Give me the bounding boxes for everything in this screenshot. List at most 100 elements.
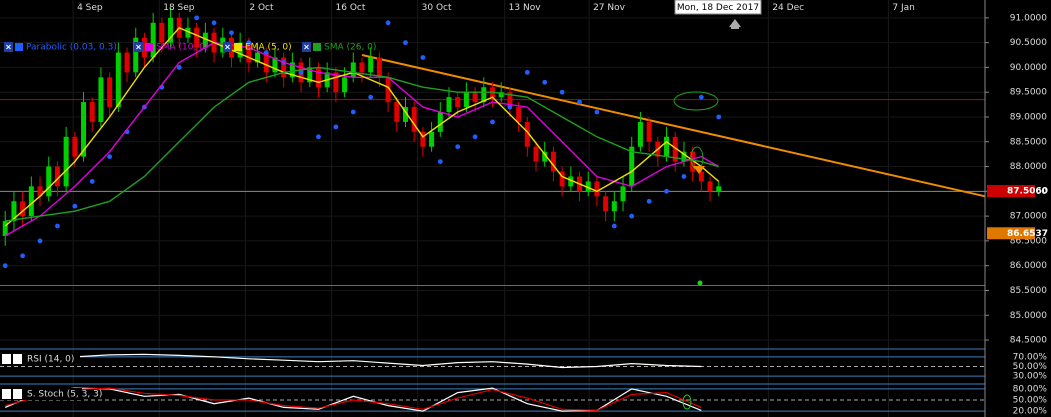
- indicator-tick-label: 30.00%: [1013, 372, 1048, 382]
- candle-body: [37, 186, 43, 197]
- trendline: [361, 54, 986, 198]
- parabolic-dot: [211, 20, 217, 26]
- candle-body: [629, 146, 635, 187]
- x-tick-label: 13 Nov: [509, 3, 542, 13]
- candle-body: [168, 17, 174, 43]
- candle-body: [411, 107, 417, 132]
- legend-close-x: ×: [303, 43, 310, 52]
- plot: [0, 7, 986, 412]
- legend-swatch: [145, 43, 153, 51]
- candle-body: [568, 176, 574, 187]
- parabolic-dot: [385, 20, 391, 26]
- parabolic-dot: [611, 223, 617, 229]
- price-label-box: [987, 185, 1035, 198]
- candle-body: [420, 131, 426, 147]
- parabolic-dot: [472, 134, 478, 140]
- y-tick-label: 84.5000: [1010, 336, 1047, 346]
- indicator-line: [4, 26, 720, 227]
- legend-label[interactable]: EMA (5, 0): [245, 43, 292, 53]
- parabolic-dot: [229, 30, 234, 36]
- candle-body: [107, 77, 113, 108]
- candle-body: [185, 27, 191, 38]
- price-label: 86.6537: [1007, 229, 1048, 239]
- legend-close-icon[interactable]: [223, 42, 232, 52]
- legend-label[interactable]: Parabolic (0.03, 0.3): [26, 43, 117, 53]
- legend-label[interactable]: SMA (10, 0): [156, 43, 208, 53]
- annotation-ellipse: [673, 91, 719, 111]
- candle-body: [455, 97, 461, 108]
- candle-body: [89, 102, 95, 122]
- indicator-tick-label: 80.00%: [1013, 384, 1048, 394]
- candle-body: [620, 186, 626, 202]
- parabolic-dot: [716, 114, 722, 120]
- parabolic-dot: [455, 144, 461, 150]
- candle-body: [281, 57, 287, 78]
- legend-close-icon[interactable]: [4, 42, 13, 52]
- legend-close-icon[interactable]: [2, 354, 11, 364]
- parabolic-dot: [89, 179, 95, 184]
- indicator-tick-label: 50.00%: [1013, 396, 1048, 406]
- parabolic-dot: [490, 119, 495, 125]
- candle-body: [429, 131, 435, 147]
- parabolic-dot: [263, 50, 269, 55]
- date-label: Mon, 18 Dec 2017: [677, 3, 759, 13]
- pane-legend-label[interactable]: RSI (14, 0): [27, 355, 74, 365]
- candle-body: [533, 146, 539, 162]
- candle-body: [28, 186, 34, 217]
- y-tick-label: 90.0000: [1010, 63, 1047, 73]
- parabolic-dot: [72, 203, 78, 209]
- candle-body: [672, 136, 678, 162]
- parabolic-dot: [577, 99, 582, 105]
- date-label-box: [674, 0, 762, 15]
- y-tick-label: 89.0000: [1010, 112, 1047, 122]
- parabolic-dot: [507, 104, 513, 110]
- y-tick-label: 88.0000: [1010, 162, 1047, 172]
- candle-body: [716, 186, 722, 192]
- x-tick-label: 4 Sep: [77, 3, 103, 13]
- parabolic-dot: [681, 174, 687, 179]
- legend-close-icon[interactable]: [302, 42, 311, 52]
- parabolic-dot: [37, 238, 43, 244]
- x-tick-label: 2 Oct: [249, 3, 274, 13]
- candle-body: [350, 62, 356, 78]
- y-tick-label: 86.0000: [1010, 261, 1047, 271]
- legend-close-icon[interactable]: [13, 389, 22, 399]
- candle-body: [681, 151, 687, 162]
- x-tick-label: 24 Dec: [772, 3, 804, 13]
- indicator-tick-label: 70.00%: [1013, 352, 1048, 362]
- indicator-line: [5, 66, 719, 222]
- legend-close-x: ×: [135, 43, 142, 52]
- parabolic-dot: [246, 40, 252, 46]
- marker: [729, 19, 741, 29]
- candle-body: [272, 57, 278, 73]
- indicator-tick-label: 20.00%: [1013, 407, 1048, 417]
- parabolic-dot: [420, 55, 426, 60]
- y-tick-label: 91.0000: [1010, 13, 1047, 23]
- candle-body: [246, 42, 252, 63]
- candle-body: [307, 67, 313, 83]
- parabolic-dot: [107, 154, 113, 160]
- candle-body: [159, 22, 165, 43]
- legend-close-icon[interactable]: [2, 389, 11, 399]
- legend-close-icon[interactable]: [13, 354, 22, 364]
- candle-body: [124, 52, 130, 73]
- candle-body: [690, 151, 696, 172]
- x-tick-label: 27 Nov: [593, 3, 626, 13]
- candle-body: [481, 87, 487, 103]
- parabolic-dot: [524, 69, 530, 75]
- y-tick-label: 87.0000: [1010, 212, 1047, 222]
- candle-body: [46, 166, 52, 197]
- legend-label[interactable]: SMA (26, 0): [324, 43, 376, 53]
- candle-body: [376, 57, 382, 78]
- pane-legend-label[interactable]: S. Stoch (5, 3, 3): [27, 390, 102, 400]
- candle-body: [220, 37, 226, 53]
- annotation-dot: [697, 280, 703, 286]
- candle-body: [20, 201, 26, 217]
- parabolic-dot: [55, 223, 60, 229]
- legend-swatch: [313, 43, 321, 51]
- candle-body: [516, 107, 522, 122]
- candle-body: [707, 181, 713, 192]
- y-tick-label: 85.0000: [1010, 311, 1047, 321]
- legend-close-icon[interactable]: [134, 42, 143, 52]
